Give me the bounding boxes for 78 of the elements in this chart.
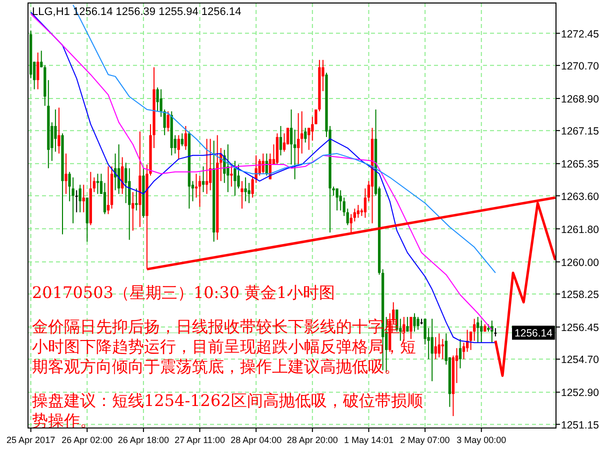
candlestick bbox=[96, 173, 100, 194]
candlestick bbox=[462, 342, 466, 360]
candlestick bbox=[410, 316, 412, 340]
candlestick bbox=[353, 208, 356, 222]
candlestick bbox=[434, 336, 437, 360]
candlestick bbox=[441, 338, 444, 360]
candlestick bbox=[132, 192, 134, 232]
x-tick-label: 2 May 07:00 bbox=[400, 435, 450, 445]
candlestick bbox=[124, 162, 128, 204]
candlestick bbox=[469, 331, 472, 350]
x-tick-label: 26 Apr 18:00 bbox=[118, 435, 169, 445]
candlestick bbox=[244, 176, 247, 202]
candlestick bbox=[54, 108, 57, 152]
x-tick-label: 27 Apr 11:00 bbox=[174, 435, 225, 445]
candlestick bbox=[406, 316, 409, 332]
candlestick bbox=[304, 127, 307, 144]
candlestick bbox=[494, 328, 497, 337]
candlestick bbox=[75, 190, 78, 213]
candlestick bbox=[103, 182, 106, 215]
candlestick bbox=[40, 50, 43, 68]
candlestick bbox=[416, 316, 420, 330]
x-tick-label: 1 May 14:01 bbox=[344, 435, 394, 445]
x-tick-label: 28 Apr 04:00 bbox=[230, 435, 282, 445]
candlestick bbox=[458, 338, 462, 369]
annotation: 20170503（星期三）10:30 黄金1小时图 bbox=[32, 283, 335, 302]
candlestick bbox=[209, 138, 212, 191]
y-tick-label: 1251.15 bbox=[561, 419, 600, 432]
candlestick bbox=[198, 175, 202, 208]
candlestick bbox=[166, 110, 170, 132]
x-tick-label: 26 Apr 02:00 bbox=[62, 435, 113, 445]
candlestick bbox=[64, 153, 68, 194]
candlestick bbox=[473, 318, 476, 342]
y-tick-label: 1254.70 bbox=[561, 354, 600, 366]
candlestick bbox=[230, 164, 233, 188]
candlestick bbox=[413, 312, 416, 332]
candlestick bbox=[180, 132, 184, 147]
candlestick bbox=[430, 318, 434, 382]
candlestick bbox=[476, 316, 480, 344]
y-tick-label: 1263.60 bbox=[561, 190, 600, 203]
x-tick-label: 28 Apr 20:00 bbox=[286, 435, 338, 445]
candlestick bbox=[279, 126, 282, 156]
line-series bbox=[72, 4, 496, 274]
candlestick bbox=[438, 332, 440, 358]
candlestick bbox=[36, 52, 40, 90]
candlestick bbox=[202, 166, 205, 193]
candlestick bbox=[78, 184, 82, 213]
candlestick bbox=[308, 127, 310, 150]
candlestick bbox=[234, 160, 236, 196]
candlestick bbox=[58, 107, 60, 154]
candlestick bbox=[226, 144, 230, 193]
y-tick-label: 1252.90 bbox=[561, 387, 600, 400]
x-tick-label: 3 May 00:00 bbox=[456, 435, 506, 445]
y-tick-label: 1260.00 bbox=[561, 256, 600, 269]
y-tick-label: 1265.35 bbox=[561, 158, 600, 171]
y-tick-label: 1258.25 bbox=[561, 288, 600, 301]
ref-line-label: 1256.14 bbox=[514, 328, 553, 340]
candlestick bbox=[480, 320, 483, 344]
candlestick bbox=[194, 173, 198, 198]
y-tick-label: 1256.45 bbox=[561, 322, 600, 334]
y-tick-label: 1261.80 bbox=[561, 224, 600, 236]
candlestick bbox=[184, 126, 188, 150]
y-tick-label: 1270.70 bbox=[561, 60, 600, 72]
y-tick-label: 1268.90 bbox=[561, 93, 600, 106]
y-tick-label: 1267.15 bbox=[561, 126, 600, 138]
candlestick bbox=[290, 108, 293, 166]
candlestick bbox=[106, 166, 110, 215]
candlestick bbox=[240, 180, 244, 210]
candlestick bbox=[177, 134, 180, 160]
candlestick bbox=[356, 204, 360, 218]
candlestick bbox=[297, 112, 300, 166]
candlestick bbox=[490, 320, 494, 344]
annotation: 操盘建议：短线1254-1262区间高抛低吸，破位带损顺势操作。 bbox=[32, 391, 423, 430]
candlestick bbox=[135, 188, 138, 211]
y-tick-label: 1272.45 bbox=[561, 28, 600, 40]
candlestick bbox=[336, 188, 338, 211]
candlestick bbox=[82, 184, 85, 213]
candlestick bbox=[205, 138, 208, 194]
x-tick-label: 25 Apr 2017 bbox=[6, 435, 56, 445]
